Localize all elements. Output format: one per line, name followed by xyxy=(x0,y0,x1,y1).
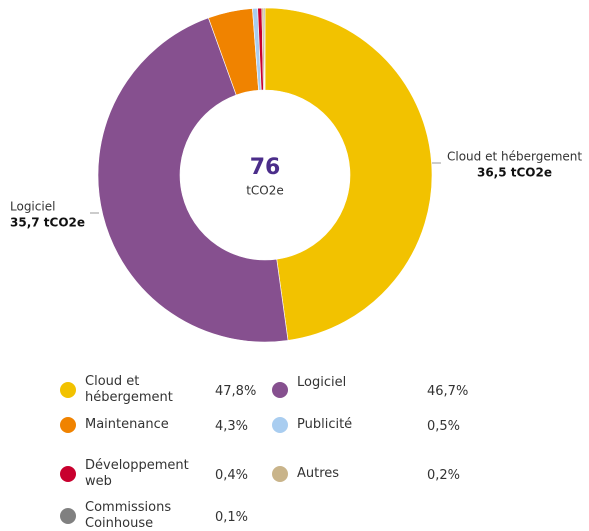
legend-label: Logiciel xyxy=(297,375,347,390)
donut-slice xyxy=(97,17,289,343)
legend-swatch xyxy=(60,508,76,524)
legend-value: 46,7% xyxy=(427,384,469,399)
donut-slice xyxy=(263,7,266,91)
callout-value: 36,5 tCO2e xyxy=(477,166,552,180)
callout-value: 35,7 tCO2e xyxy=(10,216,85,230)
legend-label: Maintenance xyxy=(85,417,169,432)
legend-value: 47,8% xyxy=(215,384,257,399)
legend-swatch xyxy=(272,466,288,482)
legend-label: Développement web xyxy=(85,458,189,489)
legend-label: Publicité xyxy=(297,417,353,432)
legend-value: 4,3% xyxy=(215,419,249,434)
legend-swatch xyxy=(60,466,76,482)
legend-swatch xyxy=(272,417,288,433)
center-value: 76 xyxy=(250,155,281,180)
center-unit: tCO2e xyxy=(246,184,284,198)
donut-slice xyxy=(264,7,433,341)
legend-label: Autres xyxy=(297,466,340,481)
legend-label: Cloud et hébergement xyxy=(85,374,173,405)
legend-swatch xyxy=(60,417,76,433)
legend-value: 0,5% xyxy=(427,419,461,434)
callout-label: Cloud et hébergement xyxy=(447,150,582,164)
legend-swatch xyxy=(272,382,288,398)
legend-value: 0,4% xyxy=(215,468,249,483)
legend-label: Commissions Coinhouse xyxy=(85,500,172,531)
legend-value: 0,2% xyxy=(427,468,461,483)
callout-label: Logiciel xyxy=(10,200,55,214)
legend-swatch xyxy=(60,382,76,398)
legend-value: 0,1% xyxy=(215,510,249,525)
donut-chart: 76 tCO2e Cloud et hébergement 36,5 tCO2e Log… xyxy=(10,7,582,343)
